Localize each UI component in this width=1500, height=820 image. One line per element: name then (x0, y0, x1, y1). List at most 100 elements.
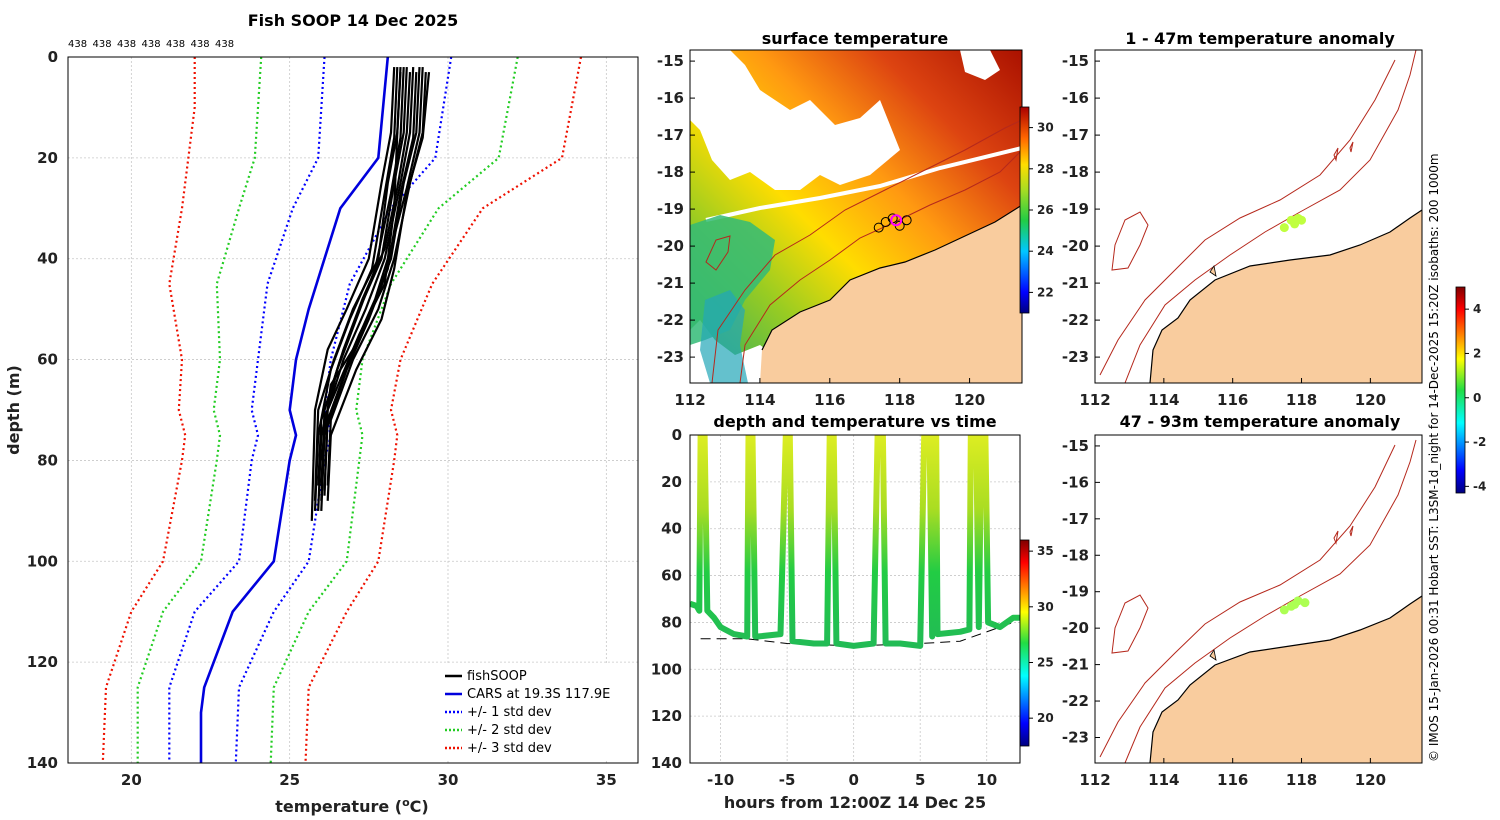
depth-time-x-tick-label: 10 (976, 771, 997, 789)
a2-y-tick-label: -19 (1062, 583, 1089, 601)
fishsoop-profile (313, 67, 399, 511)
anomaly-map-deep: 112 114 116 118 120 -15 -16 -17 -18 -19 -20 -21 -22 -… (1062, 412, 1423, 789)
fishsoop-profile (310, 67, 396, 521)
a2-y-tick-label: -17 (1062, 510, 1089, 528)
depth-time-x-tick-label: -5 (779, 771, 796, 789)
profile-grid (68, 56, 638, 764)
profile-count-label: 438 (142, 39, 161, 50)
depth-time-colorbar-ticks: 20 25 30 35 (1029, 544, 1054, 725)
a2-x-tick-label: 112 (1079, 771, 1110, 789)
a1-island-small (1209, 264, 1217, 277)
a1-x-tick-label: 120 (1355, 391, 1386, 409)
legend-entry-std3: +/- 3 std dev (467, 741, 552, 756)
sst-cloud-streak (705, 146, 1022, 222)
a1-coastline (1149, 209, 1422, 383)
anomaly-colorbar-ticks: -4 -2 0 2 4 (1465, 302, 1486, 493)
sst-colorbar-tick-label: 22 (1037, 285, 1054, 299)
profile-count-label: 438 (68, 39, 87, 50)
sst-mean-position-marker (890, 214, 903, 227)
a1-x-tick-label: 112 (1079, 391, 1110, 409)
a1-ticks: 112 114 116 118 120 -15 -16 -17 -18 -19 -20 -21 -22 -… (1062, 52, 1386, 409)
a1-y-tick-label: -15 (1062, 52, 1089, 70)
profile-legend: fishSOOP CARS at 19.3S 117.9E +/- 1 std … (438, 664, 634, 760)
a2-anomaly-point (1300, 598, 1310, 608)
profile-y-tick-label: 120 (27, 653, 58, 671)
depth-time-y-tick-label: 60 (661, 567, 682, 585)
profile-count-label: 438 (117, 39, 136, 50)
fishsoop-profile (320, 72, 412, 501)
sst-x-tick-label: 114 (744, 391, 775, 409)
depth-time-y-tick-label: 20 (661, 473, 682, 491)
a2-y-tick-label: -21 (1062, 656, 1089, 674)
profile-x-tick-label: 25 (279, 771, 300, 789)
sst-profile-marker (873, 222, 884, 233)
a1-isobath-200 (1124, 50, 1417, 383)
a1-x-tick-label: 118 (1286, 391, 1317, 409)
sst-ticks: 112 114 116 118 120 -15 -16 -17 -18 -19 -20 -21 -22 -… (657, 52, 985, 409)
a1-x-tick-label: 114 (1148, 391, 1179, 409)
a1-title: 1 - 47m temperature anomaly (1125, 29, 1395, 48)
depth-time-x-tick-label: 0 (848, 771, 858, 789)
a2-x-tick-label: 120 (1355, 771, 1386, 789)
sst-isobath-200 (739, 149, 1022, 383)
profile-count-label: 438 (166, 39, 185, 50)
profile-y-tick-label: 40 (37, 250, 58, 268)
sst-y-tick-label: -17 (657, 126, 684, 144)
depth-time-colorbar-tick-label: 20 (1037, 711, 1054, 725)
legend-entry-std2: +/- 2 std dev (467, 723, 552, 738)
legend-entry-cars: CARS at 19.3S 117.9E (467, 687, 610, 702)
sst-x-tick-label: 112 (674, 391, 705, 409)
depth-time-y-tick-label: 120 (651, 707, 682, 725)
a1-y-tick-label: -22 (1062, 311, 1089, 329)
sst-coastline (761, 204, 1022, 351)
sst-y-tick-label: -16 (657, 89, 684, 107)
a2-anomaly-point (1290, 599, 1300, 609)
a1-y-tick-label: -23 (1062, 348, 1089, 366)
depth-time-colorbar-tick-label: 30 (1037, 600, 1054, 614)
sst-y-tick-label: -20 (657, 237, 684, 255)
anomaly-colorbar (1455, 286, 1466, 494)
sst-cloud-mask (690, 50, 900, 190)
a1-y-tick-label: -21 (1062, 274, 1089, 292)
profile-y-tick-label: 60 (37, 351, 58, 369)
a1-x-tick-label: 116 (1217, 391, 1248, 409)
a2-x-tick-label: 118 (1286, 771, 1317, 789)
sst-markers (873, 213, 912, 233)
a2-isobath-1000 (1099, 444, 1396, 758)
profile-series-std1 (234, 57, 453, 763)
a2-y-tick-label: -22 (1062, 692, 1089, 710)
footer-note: © IMOS 15-Jan-2026 00:31 Hobart SST: L3S… (1427, 153, 1441, 762)
sst-land (760, 205, 1022, 383)
a1-frame (1094, 49, 1423, 384)
sst-cloud-mask (960, 50, 1000, 80)
profile-y-tick-label: 0 (48, 48, 58, 66)
fishsoop-profile (326, 72, 427, 486)
a2-frame (1094, 434, 1423, 764)
a2-y-tick-label: -20 (1062, 619, 1089, 637)
depth-time-title: depth and temperature vs time (713, 412, 996, 431)
profile-series-std2 (269, 57, 519, 763)
profile-y-tick-label: 100 (27, 552, 58, 570)
fishsoop-profile (326, 71, 431, 501)
sst-x-tick-label: 116 (814, 391, 845, 409)
sst-title: surface temperature (762, 29, 949, 48)
a1-isobath-1000 (1099, 59, 1396, 376)
depth-time-y-tick-label: 40 (661, 520, 682, 538)
profile-series-std2 (136, 57, 263, 763)
a1-anomaly-point (1297, 215, 1307, 225)
a1-island-outline (1111, 211, 1149, 271)
sst-isobath-1000 (711, 119, 1022, 383)
legend-box (438, 664, 634, 760)
a2-title: 47 - 93m temperature anomaly (1120, 412, 1401, 431)
a2-points (1279, 596, 1310, 615)
a1-points (1279, 213, 1307, 233)
a1-reef-outline (1333, 141, 1354, 162)
profile-lines (101, 57, 583, 763)
depth-time-y-tick-label: 80 (661, 613, 682, 631)
profile-y-tick-label: 80 (37, 451, 58, 469)
sst-x-tick-label: 118 (884, 391, 915, 409)
a1-anomaly-point (1279, 223, 1289, 233)
a2-x-tick-label: 116 (1217, 771, 1248, 789)
profile-plot-frame (67, 56, 639, 764)
sst-colorbar-tick-label: 30 (1037, 121, 1054, 135)
